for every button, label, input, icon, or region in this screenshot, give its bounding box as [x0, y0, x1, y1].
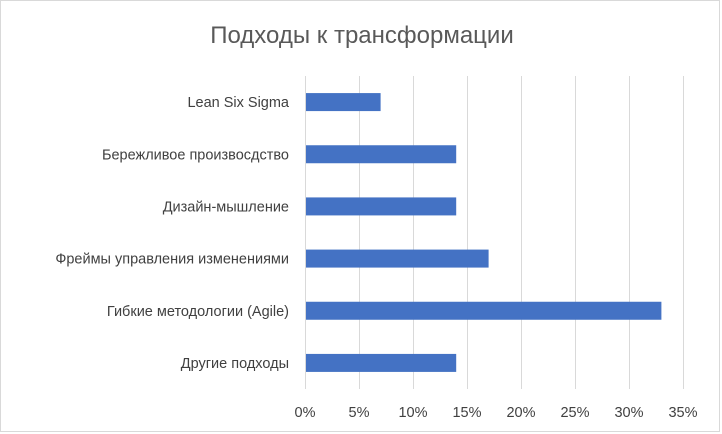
bar — [306, 145, 457, 164]
x-tick-label: 10% — [398, 405, 427, 421]
bar — [306, 93, 381, 112]
bar — [306, 353, 457, 372]
bar-layer — [306, 93, 662, 372]
bar — [306, 249, 489, 268]
x-tick-label: 35% — [668, 405, 697, 421]
x-tick-label: 25% — [560, 405, 589, 421]
category-label: Дизайн-мышление — [163, 199, 289, 215]
chart-title: Подходы к трансформации — [210, 22, 514, 49]
category-label: Другие подходы — [181, 356, 289, 372]
grid-layer — [305, 76, 684, 389]
bar — [306, 301, 662, 320]
category-labels: Lean Six Sigma Бережливое произвосдство Ди… — [55, 95, 290, 372]
x-tick-label: 20% — [506, 405, 535, 421]
x-tick-label: 15% — [452, 405, 481, 421]
x-tick-label: 0% — [295, 405, 316, 421]
x-tick-label: 30% — [614, 405, 643, 421]
tick-labels: 0% 5% 10% 15% 20% 25% 30% 35% — [295, 405, 698, 421]
category-label: Lean Six Sigma — [187, 95, 289, 111]
category-label: Фреймы управления изменениями — [55, 252, 289, 268]
category-label: Гибкие методологии (Agile) — [107, 304, 289, 320]
x-tick-label: 5% — [349, 405, 370, 421]
category-label: Бережливое произвосдство — [102, 147, 289, 163]
bar — [306, 197, 457, 216]
